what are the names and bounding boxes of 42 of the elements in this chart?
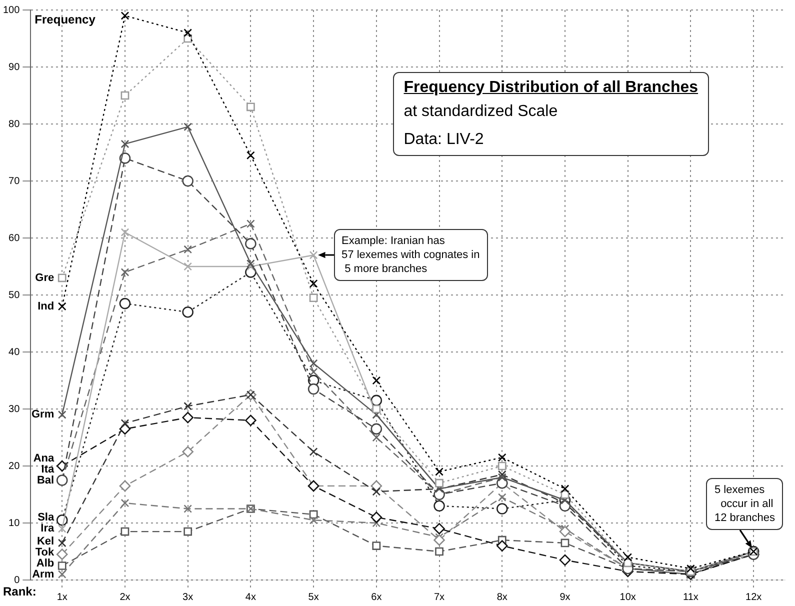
series-label: Tok [35, 546, 55, 558]
y-tick-label: 90 [8, 62, 20, 73]
annotation: Data: LIV-2 [404, 131, 485, 149]
y-tick-label: 60 [8, 232, 20, 244]
annotation: Example: Iranian has 57 lexemes with cognates in 5 more branches [334, 229, 488, 282]
x-tick-label: 2x [120, 592, 130, 603]
y-axis-title: Frequency [34, 12, 96, 26]
x-tick-label: 7x [434, 592, 445, 603]
y-tick-label: 100 [2, 4, 20, 16]
series-label: Gre [35, 272, 54, 284]
x-tick-label: 6x [371, 592, 382, 603]
series-label: Ita [41, 463, 55, 476]
x-axis-title: Rank: [3, 584, 36, 598]
y-tick-label: 20 [8, 460, 20, 472]
x-tick-label: 10x [620, 592, 636, 603]
series-label: Ira [40, 522, 55, 535]
x-tick-label: 12x [746, 592, 762, 603]
y-tick-label: 70 [8, 176, 20, 187]
y-tick-label: 40 [8, 346, 20, 358]
x-tick-label: 9x [560, 592, 570, 603]
y-tick-label: 30 [8, 404, 20, 415]
x-tick-label: 1x [56, 592, 68, 603]
y-tick-label: 50 [8, 290, 20, 301]
x-tick-label: 4x [245, 592, 256, 603]
text: Frequency Distribution of all Branches [404, 79, 698, 97]
annotation: 5 lexemes occur in all 12 branches [706, 478, 783, 530]
y-tick-label: 0 [14, 574, 20, 586]
series-label: Ind [38, 300, 54, 312]
series-label: Kel [36, 535, 54, 548]
series-label: Bal [36, 474, 54, 486]
series-label: Sla [38, 512, 55, 524]
x-tick-label: 11x [683, 592, 698, 603]
text: at standardized Scale [404, 103, 559, 121]
series-label: Alb [36, 557, 54, 570]
series-label: Arm [32, 568, 54, 580]
series-label: Ana [33, 452, 55, 464]
y-tick-label: 10 [8, 518, 20, 529]
series-label: Grm [31, 408, 54, 421]
y-tick-label: 80 [8, 118, 20, 130]
x-tick-label: 3x [182, 592, 194, 603]
x-tick-label: 5x [308, 592, 319, 603]
x-tick-label: 8x [496, 592, 508, 603]
